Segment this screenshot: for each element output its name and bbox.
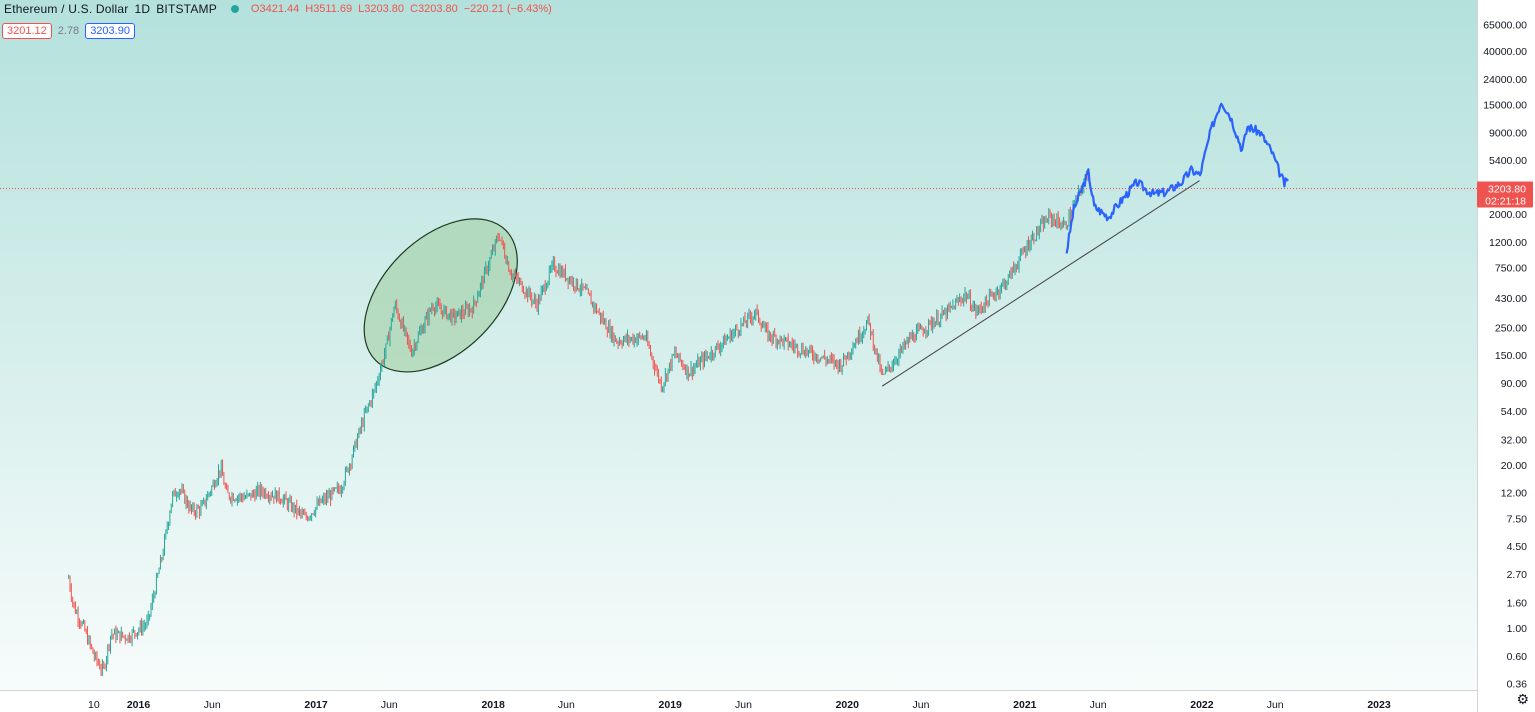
y-tick-label: 20.00 (1501, 460, 1527, 472)
x-tick-label: Jun (913, 699, 930, 711)
y-tick-label: 32.00 (1501, 434, 1527, 446)
x-tick-label: 2020 (836, 699, 860, 711)
x-tick-label: Jun (558, 699, 575, 711)
y-tick-label: 1.60 (1507, 597, 1528, 609)
y-tick-label: 5400.00 (1489, 155, 1527, 167)
y-tick-label: 1.00 (1507, 623, 1528, 635)
gear-icon[interactable]: ⚙ (1516, 691, 1529, 707)
y-tick-label: 65000.00 (1483, 20, 1527, 32)
x-tick-label: 10 (88, 699, 100, 711)
market-status-icon (230, 5, 239, 13)
x-tick-label: Jun (1090, 699, 1107, 711)
y-tick-label: 54.00 (1501, 406, 1527, 418)
high-value: H3511.69 (305, 3, 353, 15)
plot-background (0, 0, 1477, 690)
x-tick-label: 2022 (1190, 699, 1214, 711)
y-tick-label: 4.50 (1507, 541, 1528, 553)
y-tick-label: 24000.00 (1483, 74, 1527, 86)
buy-price-button[interactable]: 3203.90 (85, 23, 135, 39)
interval-label[interactable]: 1D (134, 2, 151, 16)
candles (68, 170, 1089, 676)
highlight-ellipse[interactable] (335, 190, 546, 401)
x-tick-label: Jun (735, 699, 752, 711)
y-tick-label: 90.00 (1501, 378, 1527, 390)
y-tick-label: 2.70 (1507, 569, 1528, 581)
open-value: O3421.44 (250, 3, 300, 15)
symbol-name[interactable]: Ethereum / U.S. Dollar (4, 2, 129, 16)
x-tick-label: Jun (381, 699, 398, 711)
y-tick-label: 9000.00 (1489, 127, 1527, 139)
time-axis[interactable] (0, 690, 1477, 712)
last-price-text: 3203.80 (1488, 184, 1526, 196)
bid-ask-panel: 3201.12 2.78 3203.90 (2, 23, 135, 39)
x-tick-label: 2018 (481, 699, 505, 711)
y-tick-label: 430.00 (1495, 293, 1527, 305)
x-tick-label: 2019 (659, 699, 683, 711)
last-price-tag (1477, 181, 1533, 208)
x-tick-label: Jun (1267, 699, 1284, 711)
price-axis[interactable] (1477, 0, 1535, 712)
trendline[interactable] (881, 180, 1200, 387)
exchange-label: BITSTAMP (156, 2, 217, 16)
y-tick-label: 1200.00 (1489, 237, 1527, 249)
symbol-header: Ethereum / U.S. Dollar 1D BITSTAMP O3421… (4, 2, 552, 16)
y-tick-label: 15000.00 (1483, 99, 1527, 111)
x-tick-label: 2017 (304, 699, 328, 711)
change-value: −220.21 (−6.43%) (463, 3, 552, 15)
y-tick-label: 0.36 (1507, 679, 1528, 691)
y-tick-label: 2000.00 (1489, 209, 1527, 221)
x-tick-label: 2016 (127, 699, 151, 711)
y-tick-label: 0.60 (1507, 651, 1528, 663)
x-tick-label: 2021 (1013, 699, 1037, 711)
y-tick-label: 750.00 (1495, 263, 1527, 275)
sell-price-button[interactable]: 3201.12 (2, 23, 52, 39)
y-tick-label: 40000.00 (1483, 46, 1527, 58)
y-tick-label: 150.00 (1495, 350, 1527, 362)
spread-value: 2.78 (57, 25, 80, 37)
x-tick-label: Jun (204, 699, 221, 711)
close-value: C3203.80 (410, 3, 458, 15)
low-value: L3203.80 (358, 3, 405, 15)
y-tick-label: 12.00 (1501, 488, 1527, 500)
countdown-text: 02:21:18 (1485, 196, 1526, 208)
projection-line[interactable] (1065, 102, 1289, 254)
y-tick-label: 250.00 (1495, 322, 1527, 334)
y-tick-label: 7.50 (1507, 513, 1528, 525)
x-tick-label: 2023 (1367, 699, 1391, 711)
